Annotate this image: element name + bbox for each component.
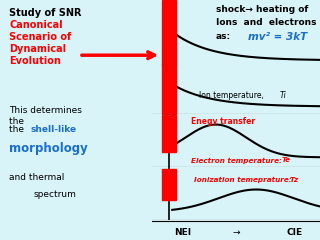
- Text: spectrum: spectrum: [33, 190, 76, 199]
- Text: and thermal: and thermal: [9, 173, 65, 182]
- Text: as:: as:: [216, 32, 231, 41]
- Text: shock→ heating of: shock→ heating of: [216, 5, 308, 13]
- Bar: [162, 64, 176, 114]
- Text: NEI: NEI: [174, 228, 191, 237]
- Text: shell-like: shell-like: [30, 125, 76, 134]
- Text: Ionization temeprature:: Ionization temeprature:: [194, 177, 294, 183]
- Text: morphology: morphology: [9, 142, 88, 155]
- Text: Ti: Ti: [280, 91, 286, 100]
- Text: Ions  and  electrons: Ions and electrons: [216, 18, 316, 27]
- Text: Ion temperature,: Ion temperature,: [199, 91, 266, 100]
- Text: →: →: [232, 228, 240, 237]
- Bar: [162, 169, 176, 199]
- Text: mv² = 3kT: mv² = 3kT: [248, 32, 307, 42]
- Text: CIE: CIE: [287, 228, 303, 237]
- Text: Te: Te: [281, 157, 290, 163]
- Bar: [162, 0, 176, 65]
- Text: Tz: Tz: [290, 177, 299, 183]
- Text: Electron temperature:: Electron temperature:: [191, 157, 284, 163]
- Text: This determines
the: This determines the: [9, 106, 82, 126]
- Text: Study of SNR: Study of SNR: [9, 8, 82, 18]
- Bar: [162, 115, 176, 152]
- Text: Enegy transfer: Enegy transfer: [191, 117, 255, 126]
- Text: Canonical
Scenario of
Dynamical
Evolution: Canonical Scenario of Dynamical Evolutio…: [9, 20, 71, 66]
- Text: the: the: [9, 125, 27, 134]
